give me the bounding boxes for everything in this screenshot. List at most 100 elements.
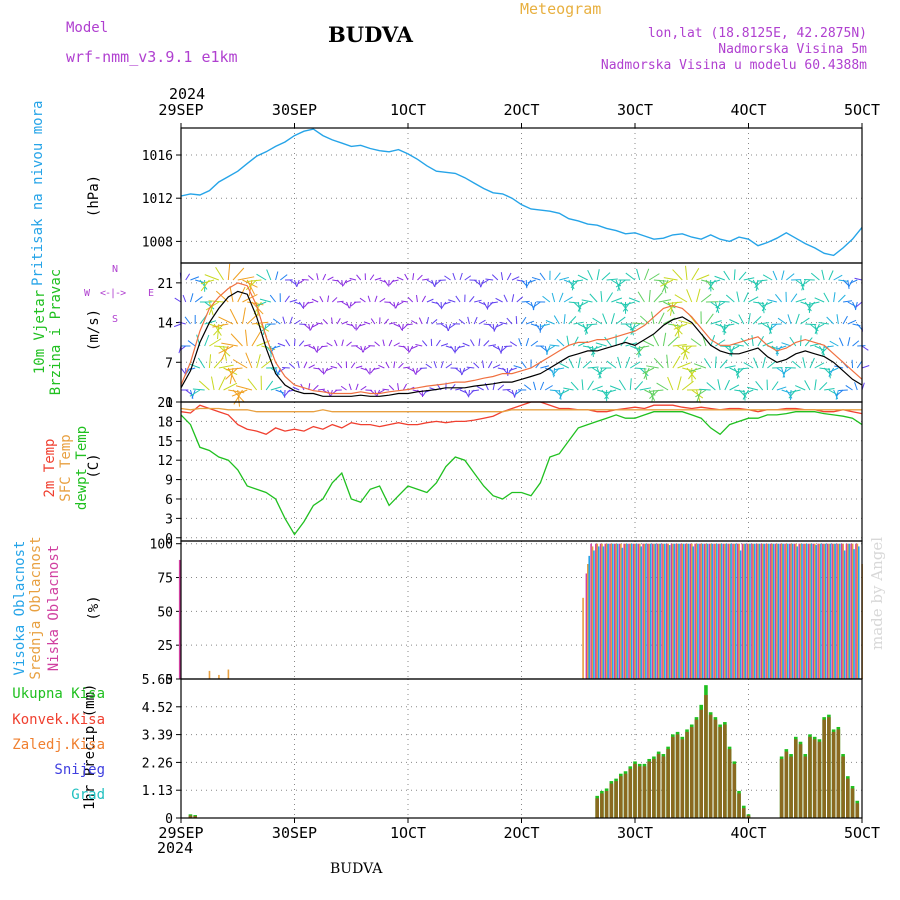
precip-convective-bar <box>846 778 850 818</box>
wind-barb <box>690 338 702 347</box>
wind-barb <box>360 345 364 353</box>
wind-barb <box>852 340 860 347</box>
wind-barb <box>772 270 778 281</box>
wind-barb <box>545 320 555 325</box>
cloud-bar-mid <box>799 543 802 679</box>
wind-barb <box>311 298 319 303</box>
wind-barb <box>854 301 858 311</box>
wind-barb <box>615 316 626 325</box>
wind-barb <box>358 323 366 327</box>
wind-barb <box>790 389 792 401</box>
precip-convective-bar <box>732 763 737 818</box>
wind-barb <box>282 316 286 325</box>
wind-barb <box>589 293 598 303</box>
wind-barb <box>828 270 834 281</box>
wind-barb <box>476 385 484 391</box>
cloud-bar-high <box>640 546 643 679</box>
cloud-bar-high <box>692 546 695 679</box>
wind-barb <box>715 339 726 347</box>
wind-barb <box>790 293 798 303</box>
cloud-bar-high <box>593 550 595 679</box>
precip-convective-bar <box>628 768 633 818</box>
cloud-bar-mid <box>615 543 617 679</box>
wind-barb <box>563 296 573 303</box>
wind-barb <box>495 297 503 303</box>
cloud-bar-high <box>616 543 619 679</box>
wind-barb <box>804 337 813 347</box>
wind-barb <box>199 279 208 290</box>
wind-barb <box>269 294 276 303</box>
wind-barb <box>649 389 659 399</box>
wind-barb <box>661 279 669 293</box>
wind-barb <box>651 389 655 403</box>
cloud-bar-low <box>822 543 824 679</box>
wind-barb <box>752 279 759 290</box>
wind-barb <box>768 323 778 331</box>
precip-convective-bar <box>623 773 628 818</box>
cloud-bar-mid <box>657 543 660 679</box>
wind-barb <box>321 345 328 348</box>
wind-barb <box>606 278 618 281</box>
legend-snow: Snijeg <box>54 762 105 778</box>
wind-barb <box>643 367 648 380</box>
y-tick-label: 18 <box>157 415 173 430</box>
wind-barb <box>577 301 581 313</box>
wind-barb <box>488 344 497 347</box>
wind-barb <box>402 345 409 352</box>
cloud-bar-low <box>623 543 626 679</box>
wind-barb <box>795 298 807 303</box>
wind-barb <box>630 361 641 369</box>
wind-barb <box>385 361 390 369</box>
wind-barb <box>363 321 371 325</box>
wind-barb <box>195 279 205 283</box>
lonlat-label: lon,lat (18.8125E, 42.2875N) <box>647 26 867 41</box>
cloud-bar-mid <box>771 543 774 679</box>
y-tick-label: 3.39 <box>142 729 173 744</box>
x-tick-label-bottom: 3OCT <box>617 824 653 842</box>
wind-barb <box>391 279 399 283</box>
wind-barb <box>847 337 851 347</box>
wind-barb <box>620 336 629 347</box>
wind-barb <box>308 364 315 369</box>
wind-barb <box>743 389 746 401</box>
wind-barb <box>378 364 385 369</box>
precip-convective-bar <box>789 756 793 818</box>
wind-barb <box>355 365 363 369</box>
wind-barb <box>379 297 386 303</box>
cloud-bar-low <box>779 543 782 679</box>
wind-barb <box>317 367 324 374</box>
wind-barb <box>466 366 475 369</box>
cloud-bar-mid <box>828 543 830 679</box>
wind-barb <box>563 279 574 285</box>
wind-barb <box>681 380 694 391</box>
cloud-bar-mid <box>804 543 807 679</box>
wind-barb <box>523 384 532 391</box>
wind-barb <box>678 319 692 325</box>
cloud-bar-low <box>755 543 758 679</box>
wind-barb <box>559 389 565 400</box>
wind-barb <box>695 389 707 398</box>
wind-barb <box>298 340 305 347</box>
precip-convective-bar <box>841 756 845 818</box>
cloud-bar-mid <box>591 546 594 679</box>
cloud-bar-high <box>626 543 628 679</box>
wind-barb <box>577 274 588 281</box>
wind-barb <box>266 269 272 281</box>
wind-gust-line <box>180 282 863 395</box>
wind-barb <box>401 323 404 331</box>
wind-barb <box>785 366 796 369</box>
wind-barb <box>559 276 569 281</box>
wind-barb <box>818 322 829 325</box>
wind-barb <box>570 381 579 391</box>
cloud-bar-high <box>664 543 666 679</box>
wind-barb <box>642 367 655 375</box>
wind-barb <box>748 313 751 325</box>
wind-barb <box>350 323 356 330</box>
precip-convective-bar <box>193 816 197 818</box>
wind-barb <box>800 301 811 306</box>
cloud-bar-low <box>613 543 616 679</box>
cloud-bar-low <box>798 543 801 679</box>
precip-convective-bar <box>604 790 609 818</box>
wind-barb <box>455 295 461 303</box>
year-top-label: 2024 <box>169 85 206 103</box>
